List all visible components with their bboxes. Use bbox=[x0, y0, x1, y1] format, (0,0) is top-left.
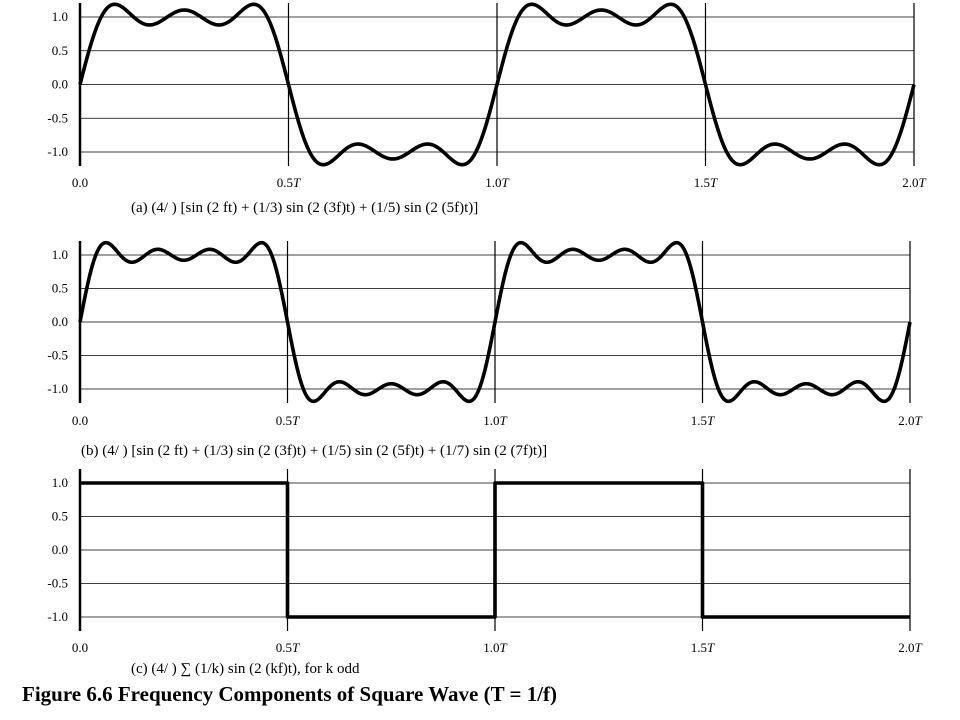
x-tick-label: 0.5T bbox=[277, 175, 301, 190]
x-tick-label: 0.0 bbox=[72, 640, 88, 655]
panel-caption: (a) (4/ ) [sin (2 ft) + (1/3) sin (2 (3f… bbox=[131, 200, 478, 216]
y-tick-label: 1.0 bbox=[52, 9, 68, 24]
x-tick-label: 0.0 bbox=[72, 413, 88, 428]
x-tick-label: 2.0T bbox=[898, 413, 922, 428]
x-tick-label: 1.5T bbox=[691, 413, 715, 428]
y-tick-label: 0.5 bbox=[52, 281, 68, 296]
y-tick-label: -1.0 bbox=[47, 144, 68, 159]
x-tick-label: 1.0T bbox=[483, 413, 507, 428]
x-tick-label: 1.5T bbox=[691, 640, 715, 655]
waveform-line bbox=[78, 2, 916, 167]
y-tick-label: -1.0 bbox=[47, 609, 68, 624]
y-tick-label: 0.0 bbox=[52, 77, 68, 92]
y-tick-label: 0.0 bbox=[52, 542, 68, 557]
panel-caption: (c) (4/ ) ∑ (1/k) sin (2 (kf)t), for k o… bbox=[131, 661, 360, 677]
y-tick-label: 0.0 bbox=[52, 314, 68, 329]
x-tick-label: 1.0T bbox=[485, 175, 509, 190]
figure-title: Figure 6.6 Frequency Components of Squar… bbox=[22, 682, 557, 706]
x-tick-label: 0.5T bbox=[276, 640, 300, 655]
panel-caption: (b) (4/ ) [sin (2 ft) + (1/3) sin (2 (3f… bbox=[81, 443, 547, 459]
x-tick-label: 1.0T bbox=[483, 640, 507, 655]
x-tick-label: 0.0 bbox=[72, 175, 88, 190]
x-tick-label: 2.0T bbox=[898, 640, 922, 655]
y-tick-label: 1.0 bbox=[52, 247, 68, 262]
y-tick-label: 0.5 bbox=[52, 509, 68, 524]
waveform-line bbox=[78, 240, 912, 404]
y-tick-label: 1.0 bbox=[52, 475, 68, 490]
y-tick-label: 0.5 bbox=[52, 43, 68, 58]
y-tick-label: -0.5 bbox=[47, 110, 68, 125]
x-tick-label: 0.5T bbox=[276, 413, 300, 428]
y-tick-label: -0.5 bbox=[47, 348, 68, 363]
y-tick-label: -1.0 bbox=[47, 381, 68, 396]
x-tick-label: 1.5T bbox=[694, 175, 718, 190]
y-tick-label: -0.5 bbox=[47, 576, 68, 591]
x-tick-label: 2.0T bbox=[902, 175, 926, 190]
waveform-line bbox=[80, 481, 910, 619]
